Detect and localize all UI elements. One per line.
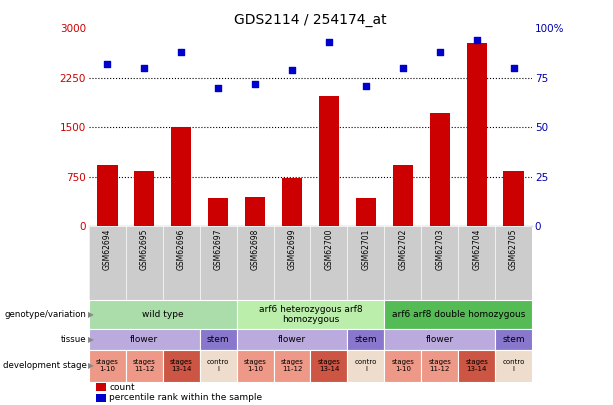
Text: GSM62703: GSM62703 <box>435 228 444 270</box>
Text: GSM62695: GSM62695 <box>140 228 149 270</box>
Text: GSM62698: GSM62698 <box>251 228 259 270</box>
Bar <box>348 350 384 382</box>
Point <box>287 67 297 73</box>
Text: ▶: ▶ <box>88 310 94 319</box>
Text: tissue: tissue <box>61 335 86 344</box>
Bar <box>384 329 495 350</box>
Bar <box>458 350 495 382</box>
Text: stages
13-14: stages 13-14 <box>170 360 192 373</box>
Bar <box>348 329 384 350</box>
Point <box>177 49 186 55</box>
Bar <box>384 350 421 382</box>
Text: stages
11-12: stages 11-12 <box>428 360 451 373</box>
Point <box>509 65 519 71</box>
Bar <box>384 300 532 329</box>
Text: flower: flower <box>425 335 454 344</box>
Text: stem: stem <box>502 335 525 344</box>
Bar <box>495 350 532 382</box>
Bar <box>162 350 200 382</box>
Text: GSM62704: GSM62704 <box>472 228 481 270</box>
Text: ▶: ▶ <box>88 362 94 371</box>
Bar <box>237 350 273 382</box>
Text: GSM62702: GSM62702 <box>398 228 407 270</box>
Bar <box>421 350 458 382</box>
Text: GSM62697: GSM62697 <box>214 228 223 270</box>
Bar <box>356 198 376 226</box>
Text: contro
l: contro l <box>503 360 525 373</box>
Text: stages
1-10: stages 1-10 <box>96 360 119 373</box>
Bar <box>503 171 524 226</box>
Bar <box>466 43 487 226</box>
Bar <box>237 329 348 350</box>
Bar <box>237 300 384 329</box>
Bar <box>89 350 126 382</box>
Bar <box>134 171 154 226</box>
Point <box>435 49 444 55</box>
Bar <box>171 127 191 226</box>
Bar <box>310 350 348 382</box>
Text: count: count <box>109 383 135 392</box>
Point <box>472 37 482 43</box>
Text: GSM62699: GSM62699 <box>287 228 297 270</box>
Text: arf6 heterozygous arf8
homozygous: arf6 heterozygous arf8 homozygous <box>259 305 362 324</box>
Text: GSM62705: GSM62705 <box>509 228 518 270</box>
Point <box>250 81 260 87</box>
Point <box>102 61 112 67</box>
Text: stem: stem <box>354 335 377 344</box>
Bar <box>282 178 302 226</box>
Text: development stage: development stage <box>2 362 86 371</box>
Bar <box>89 300 237 329</box>
Text: arf6 arf8 double homozygous: arf6 arf8 double homozygous <box>392 310 525 319</box>
Text: ▶: ▶ <box>88 335 94 344</box>
Point <box>139 65 149 71</box>
Bar <box>97 166 118 226</box>
Bar <box>245 197 265 226</box>
Text: stem: stem <box>207 335 229 344</box>
Point <box>324 39 334 45</box>
Text: flower: flower <box>130 335 158 344</box>
Bar <box>208 198 228 226</box>
Bar <box>200 350 237 382</box>
Text: flower: flower <box>278 335 306 344</box>
Bar <box>319 96 339 226</box>
Text: contro
l: contro l <box>355 360 377 373</box>
Text: stages
1-10: stages 1-10 <box>243 360 267 373</box>
Text: stages
13-14: stages 13-14 <box>318 360 340 373</box>
Text: contro
l: contro l <box>207 360 229 373</box>
Text: wild type: wild type <box>142 310 183 319</box>
Text: percentile rank within the sample: percentile rank within the sample <box>109 393 262 402</box>
Bar <box>273 350 310 382</box>
Text: genotype/variation: genotype/variation <box>4 310 86 319</box>
Bar <box>96 394 105 402</box>
Text: GSM62696: GSM62696 <box>177 228 186 270</box>
Title: GDS2114 / 254174_at: GDS2114 / 254174_at <box>234 13 387 27</box>
Bar <box>393 166 413 226</box>
Bar <box>495 329 532 350</box>
Bar <box>89 329 200 350</box>
Text: stages
11-12: stages 11-12 <box>281 360 303 373</box>
Bar <box>96 383 105 391</box>
Bar <box>126 350 162 382</box>
Bar <box>200 329 237 350</box>
Point <box>398 65 408 71</box>
Bar <box>430 113 450 226</box>
Point <box>361 83 371 89</box>
Text: GSM62700: GSM62700 <box>324 228 333 270</box>
Text: stages
11-12: stages 11-12 <box>133 360 156 373</box>
Text: GSM62701: GSM62701 <box>362 228 370 270</box>
Text: GSM62694: GSM62694 <box>103 228 112 270</box>
Point <box>213 84 223 91</box>
Text: stages
1-10: stages 1-10 <box>391 360 414 373</box>
Text: stages
13-14: stages 13-14 <box>465 360 488 373</box>
